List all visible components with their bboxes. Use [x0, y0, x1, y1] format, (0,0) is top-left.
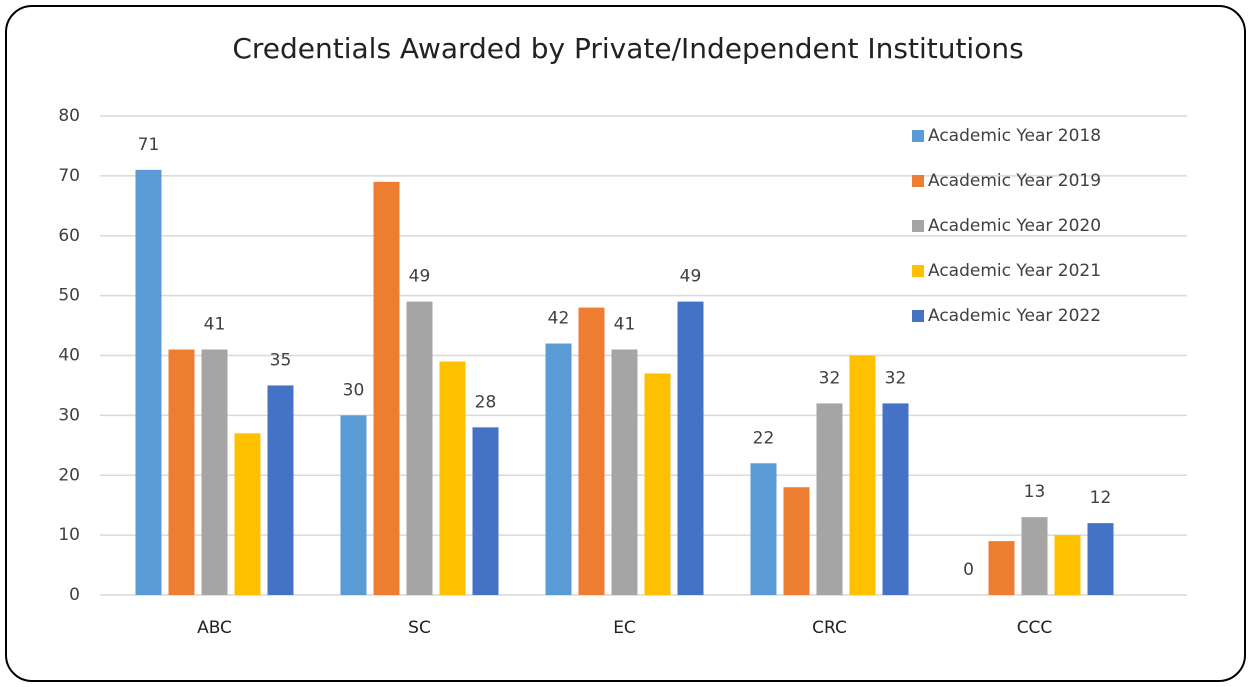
data-label: 42	[548, 309, 570, 329]
data-label: 12	[1090, 488, 1112, 508]
data-label: 0	[963, 560, 974, 580]
data-label: 41	[614, 315, 636, 335]
bar	[816, 403, 843, 595]
bar	[849, 355, 876, 595]
bar	[340, 415, 367, 595]
bar	[406, 301, 433, 595]
bar	[472, 427, 499, 595]
y-tick-label: 50	[58, 286, 80, 306]
y-tick-label: 20	[58, 465, 80, 485]
legend-label: Academic Year 2021	[928, 261, 1101, 281]
x-tick-label: CCC	[1017, 618, 1053, 638]
bar	[611, 349, 638, 595]
bar	[578, 307, 605, 595]
legend-swatch	[912, 310, 924, 322]
data-label: 28	[475, 392, 497, 412]
x-tick-label: ABC	[197, 618, 232, 638]
x-tick-label: CRC	[812, 618, 847, 638]
bar	[267, 385, 294, 595]
bar	[677, 301, 704, 595]
legend-swatch	[912, 220, 924, 232]
bar	[201, 349, 228, 595]
data-label: 35	[270, 350, 292, 370]
x-tick-label: EC	[613, 618, 636, 638]
data-label: 13	[1024, 482, 1046, 502]
bar	[644, 373, 671, 595]
chart-frame	[5, 5, 1246, 682]
bar	[988, 541, 1015, 595]
y-tick-label: 80	[58, 106, 80, 126]
data-label: 30	[343, 380, 365, 400]
bar	[783, 487, 810, 595]
bar	[373, 181, 400, 596]
legend-swatch	[912, 130, 924, 142]
bar	[234, 433, 261, 595]
legend-label: Academic Year 2019	[928, 171, 1101, 191]
x-tick-label: SC	[408, 618, 431, 638]
bar	[1054, 535, 1081, 595]
bar	[545, 343, 572, 595]
bar	[168, 349, 195, 595]
legend-label: Academic Year 2022	[928, 306, 1101, 326]
chart-title: Credentials Awarded by Private/Independe…	[232, 32, 1023, 65]
y-tick-label: 60	[58, 226, 80, 246]
bar	[439, 361, 466, 595]
legend-swatch	[912, 175, 924, 187]
bar	[135, 169, 162, 595]
bar	[1021, 517, 1048, 595]
bar	[1087, 523, 1114, 595]
data-label: 32	[819, 368, 841, 388]
legend-swatch	[912, 265, 924, 277]
data-label: 41	[204, 315, 226, 335]
legend-label: Academic Year 2020	[928, 216, 1101, 236]
data-label: 49	[680, 267, 702, 287]
data-label: 32	[885, 368, 907, 388]
bar	[882, 403, 909, 595]
data-label: 71	[138, 135, 160, 155]
y-tick-label: 30	[58, 405, 80, 425]
legend-label: Academic Year 2018	[928, 126, 1101, 146]
y-tick-label: 40	[58, 346, 80, 366]
data-label: 49	[409, 267, 431, 287]
y-tick-label: 0	[69, 585, 80, 605]
y-tick-label: 10	[58, 525, 80, 545]
data-label: 22	[753, 428, 775, 448]
y-tick-label: 70	[58, 166, 80, 186]
bar	[750, 463, 777, 595]
